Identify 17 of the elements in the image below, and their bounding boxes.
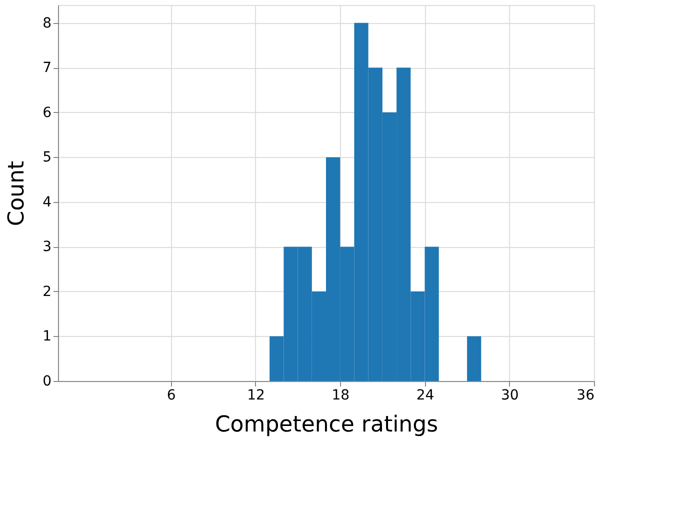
- y-tick-label: 8: [42, 15, 52, 32]
- x-tick-label: 36: [576, 388, 595, 404]
- x-tick-label: 6: [166, 388, 176, 404]
- x-axis-title: Competence ratings: [214, 412, 438, 438]
- y-tick-label: 1: [42, 328, 52, 345]
- y-tick-label: 4: [42, 194, 52, 210]
- x-tick-label: 24: [416, 388, 434, 404]
- x-tick-label: 12: [247, 388, 265, 404]
- y-tick-label: 0: [42, 374, 52, 390]
- x-tick-label: 30: [500, 388, 519, 404]
- y-tick-label: 5: [42, 150, 52, 166]
- y-tick-label: 6: [42, 104, 52, 121]
- y-axis-title: Count: [4, 160, 30, 226]
- y-tick-label: 3: [42, 239, 52, 256]
- x-tick-label: 18: [332, 388, 350, 404]
- y-tick-label: 7: [42, 60, 52, 76]
- y-tick-label: 2: [42, 284, 52, 300]
